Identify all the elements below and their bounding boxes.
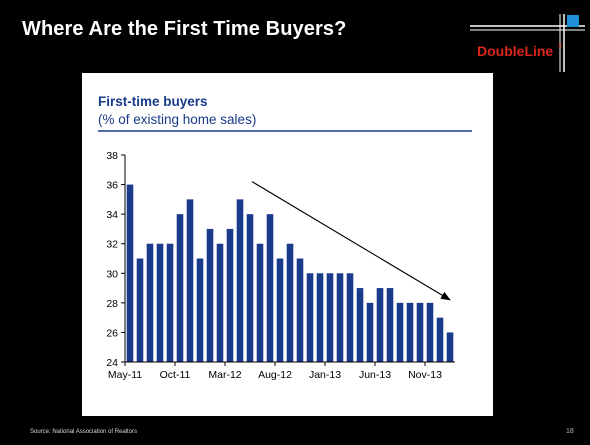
logo-registered-mark: ®	[558, 43, 563, 50]
logo-wordmark: DoubleLine	[477, 43, 553, 59]
bar-Jul-13	[386, 288, 394, 362]
bar-Jul-11	[146, 243, 154, 362]
bar-Mar-13	[346, 273, 354, 362]
bar-Jun-12	[256, 243, 264, 362]
x-tick-label-Aug-12: Aug-12	[258, 369, 292, 381]
bar-Sep-13	[406, 302, 414, 362]
y-tick-label-32: 32	[106, 239, 118, 251]
bar-Jun-11	[136, 258, 144, 362]
bar-Feb-12	[216, 243, 224, 362]
bar-Apr-12	[236, 199, 244, 362]
chart-panel: First-time buyers (% of existing home sa…	[82, 73, 493, 416]
bar-Nov-13	[426, 302, 434, 362]
page-number: 18	[566, 428, 574, 435]
bar-Mar-12	[226, 228, 234, 362]
bar-Dec-11	[196, 258, 204, 362]
y-tick-label-26: 26	[106, 327, 118, 339]
bar-May-11	[126, 184, 134, 362]
doubleline-logo: DoubleLine ®	[470, 12, 585, 72]
y-tick-label-34: 34	[106, 209, 118, 221]
bar-May-12	[246, 214, 254, 362]
bar-May-13	[366, 302, 374, 362]
logo-graphic: DoubleLine ®	[470, 14, 585, 72]
y-tick-label-28: 28	[106, 298, 118, 310]
bar-Jan-13	[326, 273, 334, 362]
x-tick-label-Nov-13: Nov-13	[408, 369, 442, 381]
x-tick-label-Mar-12: Mar-12	[208, 369, 241, 381]
bar-Nov-11	[186, 199, 194, 362]
trend-arrow	[251, 181, 451, 301]
bar-Jan-14	[446, 332, 454, 362]
bar-Aug-13	[396, 302, 404, 362]
y-tick-label-36: 36	[106, 180, 118, 192]
bar-chart: First-time buyers (% of existing home sa…	[98, 94, 472, 381]
bar-Apr-13	[356, 288, 364, 362]
bar-Jan-12	[206, 228, 214, 362]
slide-title: Where Are the First Time Buyers?	[22, 18, 347, 40]
bar-Jul-12	[266, 214, 274, 362]
logo-blue-square	[567, 15, 579, 27]
chart-subtitle: (% of existing home sales)	[98, 112, 256, 127]
bar-Dec-12	[316, 273, 324, 362]
bar-Feb-13	[336, 273, 344, 362]
bar-Aug-11	[156, 243, 164, 362]
x-tick-label-Oct-11: Oct-11	[160, 369, 191, 381]
bar-Dec-13	[436, 317, 444, 362]
x-tick-label-May-11: May-11	[108, 369, 142, 381]
bar-Oct-12	[296, 258, 304, 362]
x-tick-label-Jun-13: Jun-13	[359, 369, 391, 381]
bar-Aug-12	[276, 258, 284, 362]
y-tick-label-24: 24	[106, 357, 118, 369]
chart-title: First-time buyers	[98, 94, 208, 109]
y-tick-label-30: 30	[106, 268, 118, 280]
bar-Oct-11	[176, 214, 184, 362]
x-tick-label-Jan-13: Jan-13	[309, 369, 341, 381]
y-tick-label-38: 38	[106, 150, 118, 162]
bar-Nov-12	[306, 273, 314, 362]
bar-Oct-13	[416, 302, 424, 362]
bar-Jun-13	[376, 288, 384, 362]
bar-Sep-12	[286, 243, 294, 362]
source-note: Source: National Association of Realtors	[30, 429, 138, 435]
bar-Sep-11	[166, 243, 174, 362]
plot-area: 24 26 28 30 32 34 36 38 May-11 Oct-11 Mar-12 Aug-12…	[106, 150, 455, 381]
